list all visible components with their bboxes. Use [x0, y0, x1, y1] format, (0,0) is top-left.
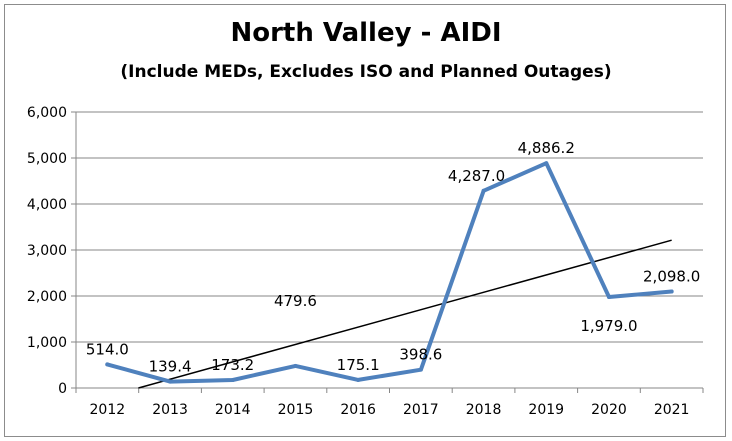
x-tick-label: 2017 [403, 402, 439, 418]
data-point [481, 188, 486, 193]
x-tick-label: 2021 [654, 402, 690, 418]
x-tick-label: 2018 [466, 402, 502, 418]
data-point [606, 294, 611, 299]
x-tick-label: 2014 [215, 402, 251, 418]
data-label: 479.6 [274, 292, 317, 310]
chart-title: North Valley - AIDI [230, 18, 502, 48]
data-point [105, 362, 110, 367]
data-label: 139.4 [149, 358, 192, 376]
data-label: 4,287.0 [448, 167, 505, 185]
y-tick-label: 3,000 [27, 243, 67, 259]
y-tick-label: 6,000 [27, 105, 67, 121]
y-tick-label: 5,000 [27, 151, 67, 167]
y-tick-label: 0 [58, 381, 67, 397]
trendline-group [138, 239, 672, 389]
series-line [105, 161, 674, 384]
y-tick-label: 4,000 [27, 197, 67, 213]
data-label: 2,098.0 [643, 267, 700, 285]
data-label: 1,979.0 [580, 317, 637, 335]
y-tick-label: 1,000 [27, 335, 67, 351]
data-label: 514.0 [86, 340, 129, 358]
y-tick-label: 2,000 [27, 289, 67, 305]
x-tick-label: 2013 [152, 402, 188, 418]
data-point [544, 161, 549, 166]
data-label: 4,886.2 [518, 139, 575, 157]
data-point [293, 363, 298, 368]
x-tick-label: 2020 [591, 402, 627, 418]
data-label: 173.2 [211, 356, 254, 374]
chart-subtitle: (Include MEDs, Excludes ISO and Planned … [120, 62, 612, 82]
gridlines [76, 111, 703, 343]
data-point [418, 367, 423, 372]
data-labels: 514.0 139.4 173.2 479.6 175.1 398.6 4,287.0 4,8… [86, 139, 700, 375]
x-tick-labels: 2012 2013 2014 2015 2016 2017 2018 2019 2020 2021 [90, 402, 690, 418]
x-tick-label: 2012 [90, 402, 126, 418]
x-tick-label: 2019 [528, 402, 564, 418]
data-label: 175.1 [337, 356, 380, 374]
series-group [105, 161, 674, 384]
data-label: 398.6 [399, 346, 442, 364]
y-tick-labels: 0 1,000 2,000 3,000 4,000 5,000 6,000 [27, 105, 67, 397]
data-point [669, 289, 674, 294]
trendline [138, 239, 672, 389]
data-point [356, 377, 361, 382]
x-tick-label: 2015 [278, 402, 314, 418]
chart-frame [4, 4, 726, 437]
x-tick-label: 2016 [340, 402, 376, 418]
data-point [230, 378, 235, 383]
data-point [168, 379, 173, 384]
axes [71, 111, 704, 393]
